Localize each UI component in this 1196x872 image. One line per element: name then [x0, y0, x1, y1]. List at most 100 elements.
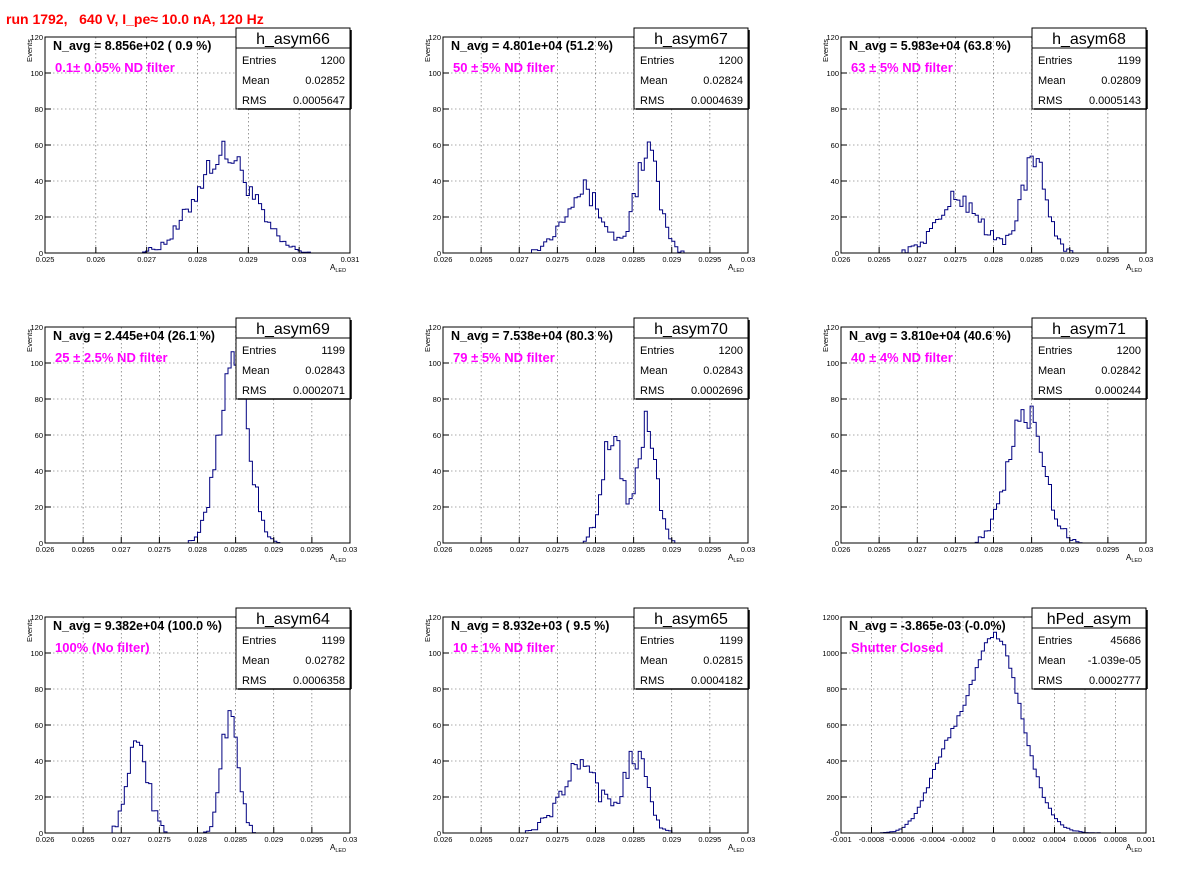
- y-axis-label: Events: [25, 619, 34, 642]
- stats-value-rms: 0.0006358: [293, 675, 345, 687]
- stats-histogram-name: h_asym67: [654, 31, 728, 48]
- x-tick-label: 0.027: [510, 545, 529, 554]
- stats-key-mean: Mean: [640, 365, 668, 377]
- navg-label: N_avg = 8.856e+02 ( 0.9 %): [53, 39, 211, 53]
- x-tick-label: 0.028: [188, 835, 207, 844]
- x-axis-label: ALED: [330, 263, 346, 274]
- stats-value-entries: 1200: [1117, 345, 1141, 357]
- x-tick-label: 0.0265: [72, 835, 95, 844]
- histogram-line: [443, 750, 748, 834]
- navg-label: N_avg = 3.810e+04 (40.6 %): [849, 329, 1011, 343]
- stats-key-rms: RMS: [640, 95, 664, 107]
- x-tick-label: -0.001: [830, 835, 851, 844]
- x-tick-label: 0.026: [434, 835, 453, 844]
- x-axis-label: ALED: [728, 553, 744, 564]
- stats-value-mean: 0.02809: [1101, 75, 1141, 87]
- stats-value-rms: 0.0004182: [691, 675, 743, 687]
- y-axis-label: Events: [423, 329, 432, 352]
- stats-value-mean: 0.02842: [1101, 365, 1141, 377]
- stats-box: [235, 607, 351, 690]
- stats-histogram-name: h_asym70: [654, 321, 728, 338]
- x-tick-label: 0.0295: [698, 255, 721, 264]
- stats-key-rms: RMS: [242, 675, 266, 687]
- stats-box: [633, 607, 749, 690]
- x-tick-label: 0: [991, 835, 995, 844]
- y-tick-label: 20: [433, 213, 441, 222]
- x-tick-label: 0.0002: [1013, 835, 1036, 844]
- histogram-line: [443, 410, 748, 544]
- y-tick-label: 40: [831, 467, 839, 476]
- x-tick-label: 0.03: [741, 545, 756, 554]
- stats-value-entries: 1200: [719, 345, 743, 357]
- x-tick-label: 0.0265: [470, 835, 493, 844]
- y-tick-label: 20: [433, 793, 441, 802]
- stats-box: [633, 317, 749, 400]
- y-tick-label: 80: [433, 685, 441, 694]
- y-tick-label: 120: [428, 613, 441, 622]
- x-tick-label: 0.0295: [1096, 255, 1119, 264]
- y-tick-label: 60: [831, 141, 839, 150]
- filter-label: 25 ± 2.5% ND filter: [55, 350, 168, 365]
- histogram-panel-h_asym67: 0.026 0.0265 0.027 0.0275 0.028 0.0285 0.029 0.…: [423, 27, 756, 274]
- x-tick-label: 0.028: [984, 545, 1003, 554]
- y-tick-label: 60: [35, 721, 43, 730]
- histogram-line: [45, 710, 350, 834]
- x-tick-label: 0.03: [741, 255, 756, 264]
- x-tick-label: 0.03: [343, 545, 358, 554]
- stats-box: [235, 27, 351, 110]
- filter-label: 79 ± 5% ND filter: [453, 350, 555, 365]
- stats-key-rms: RMS: [1038, 95, 1062, 107]
- y-tick-label: 80: [35, 685, 43, 694]
- x-tick-label: 0.0285: [622, 545, 645, 554]
- stats-histogram-name: h_asym68: [1052, 31, 1126, 48]
- histogram-panel-h_asym70: 0.026 0.0265 0.027 0.0275 0.028 0.0285 0.029 0.…: [423, 317, 756, 564]
- x-axis-label: ALED: [330, 843, 346, 854]
- x-tick-label: 0.029: [1060, 545, 1079, 554]
- x-tick-label: 0.027: [112, 835, 131, 844]
- x-tick-label: 0.027: [510, 255, 529, 264]
- x-tick-label: 0.031: [341, 255, 360, 264]
- stats-value-entries: 1200: [719, 55, 743, 67]
- x-tick-label: 0.027: [112, 545, 131, 554]
- y-tick-label: 80: [433, 105, 441, 114]
- navg-label: N_avg = 7.538e+04 (80.3 %): [451, 329, 613, 343]
- histogram-line: [841, 631, 1146, 834]
- x-tick-label: 0.026: [434, 545, 453, 554]
- stats-key-entries: Entries: [1038, 635, 1073, 647]
- x-tick-label: 0.001: [1137, 835, 1156, 844]
- x-tick-label: 0.0295: [1096, 545, 1119, 554]
- x-tick-label: -0.0006: [889, 835, 914, 844]
- x-tick-label: 0.0275: [546, 545, 569, 554]
- x-tick-label: -0.0002: [950, 835, 975, 844]
- x-tick-label: 0.0285: [1020, 255, 1043, 264]
- x-tick-label: 0.0275: [546, 255, 569, 264]
- stats-value-mean: 0.02843: [305, 365, 345, 377]
- x-tick-label: 0.0285: [622, 255, 645, 264]
- filter-label: 100% (No filter): [55, 640, 150, 655]
- y-tick-label: 40: [831, 177, 839, 186]
- y-tick-label: 20: [433, 503, 441, 512]
- stats-key-entries: Entries: [242, 635, 277, 647]
- y-axis-label: Events: [25, 329, 34, 352]
- stats-key-rms: RMS: [640, 385, 664, 397]
- x-tick-label: 0.0295: [698, 545, 721, 554]
- navg-label: N_avg = 9.382e+04 (100.0 %): [53, 619, 222, 633]
- y-tick-label: 120: [30, 613, 43, 622]
- y-tick-label: 20: [35, 213, 43, 222]
- stats-key-entries: Entries: [1038, 55, 1073, 67]
- y-tick-label: 0: [39, 539, 43, 548]
- stats-key-entries: Entries: [640, 55, 675, 67]
- y-tick-label: 100: [428, 649, 441, 658]
- y-tick-label: 80: [35, 395, 43, 404]
- x-tick-label: 0.0265: [470, 255, 493, 264]
- x-tick-label: 0.03: [292, 255, 307, 264]
- navg-label: N_avg = 4.801e+04 (51.2 %): [451, 39, 613, 53]
- y-tick-label: 120: [428, 323, 441, 332]
- stats-histogram-name: hPed_asym: [1047, 611, 1132, 628]
- y-tick-label: 80: [433, 395, 441, 404]
- x-tick-label: 0.029: [264, 545, 283, 554]
- y-tick-label: 40: [35, 467, 43, 476]
- x-tick-label: 0.0285: [224, 835, 247, 844]
- x-tick-label: 0.03: [343, 835, 358, 844]
- x-tick-label: 0.026: [832, 545, 851, 554]
